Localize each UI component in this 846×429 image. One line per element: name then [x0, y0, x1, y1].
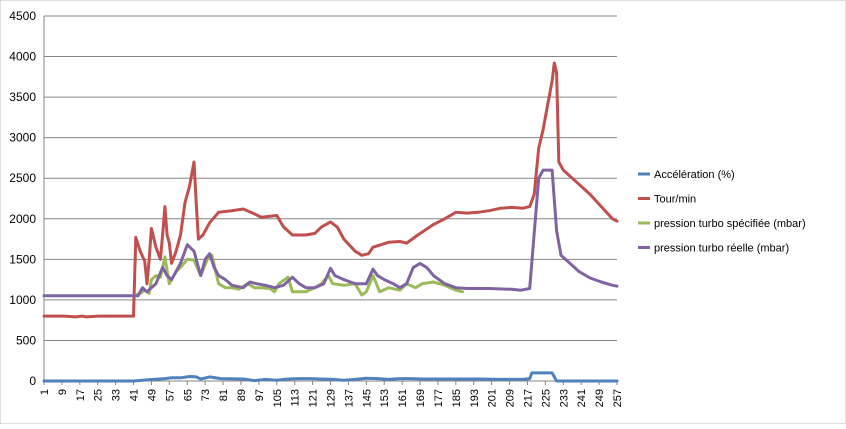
legend: Accélération (%) Tour/min pression turbo s… — [638, 169, 806, 255]
y-tick-label: 500 — [16, 333, 36, 347]
x-tick-label: 153 — [379, 389, 391, 407]
y-tick-label: 2000 — [9, 212, 36, 226]
y-tick-label: 1000 — [9, 293, 36, 307]
y-tick-label: 1500 — [9, 252, 36, 266]
x-tick-label: 97 — [254, 389, 266, 401]
x-tick-label: 137 — [343, 389, 355, 407]
x-tick-label: 129 — [326, 389, 338, 407]
x-tick-label: 49 — [146, 389, 158, 401]
y-tick-label: 2500 — [9, 171, 36, 185]
legend-label: pression turbo spécifiée (mbar) — [654, 218, 806, 230]
x-tick-label: 177 — [433, 389, 445, 407]
x-tick-label: 113 — [290, 389, 302, 407]
x-tick-label: 217 — [522, 389, 534, 407]
grid — [44, 15, 617, 341]
legend-label: Tour/min — [654, 194, 696, 206]
legend-label: Accélération (%) — [654, 169, 735, 181]
x-tick-label: 257 — [612, 389, 624, 407]
x-tick-label: 241 — [576, 389, 588, 407]
x-tick-label: 145 — [361, 389, 373, 407]
x-tick-label: 249 — [594, 389, 606, 407]
x-tick-label: 25 — [93, 389, 105, 401]
x-tick-label: 81 — [218, 389, 230, 401]
series-line-2 — [42, 61, 619, 319]
x-tick-label: 105 — [272, 389, 284, 407]
x-tick-label: 233 — [558, 389, 570, 407]
series-group — [42, 61, 619, 383]
x-tick-label: 73 — [200, 389, 212, 401]
x-tick-label: 161 — [397, 389, 409, 407]
x-tick-label: 193 — [469, 389, 481, 407]
y-tick-label: 0 — [29, 374, 36, 388]
y-tick-label: 3500 — [9, 90, 36, 104]
axes: 0 500 1000 1500 2000 2500 3000 3500 4000 4500 1 9 17… — [9, 9, 624, 407]
series-line-4 — [42, 168, 619, 298]
x-tick-label: 89 — [236, 389, 248, 401]
x-tick-label: 57 — [164, 389, 176, 401]
y-tick-label: 4500 — [9, 9, 36, 23]
series-line-3 — [134, 253, 465, 297]
y-tick-label: 3000 — [9, 131, 36, 145]
x-tick-label: 1 — [39, 389, 51, 395]
x-tick-label: 33 — [111, 389, 123, 401]
x-tick-label: 201 — [487, 389, 499, 407]
x-tick-label: 41 — [129, 389, 141, 401]
x-tick-label: 121 — [308, 389, 320, 407]
x-tick-label: 9 — [57, 389, 69, 395]
x-tick-label: 17 — [75, 389, 87, 401]
x-tick-label: 169 — [415, 389, 427, 407]
x-tick-label: 65 — [182, 389, 194, 401]
x-tick-label: 209 — [505, 389, 517, 407]
x-tick-label: 185 — [451, 389, 463, 407]
y-tick-label: 4000 — [9, 50, 36, 64]
legend-label: pression turbo réelle (mbar) — [654, 243, 789, 255]
series-line-1 — [42, 371, 619, 383]
x-tick-label: 225 — [540, 389, 552, 407]
